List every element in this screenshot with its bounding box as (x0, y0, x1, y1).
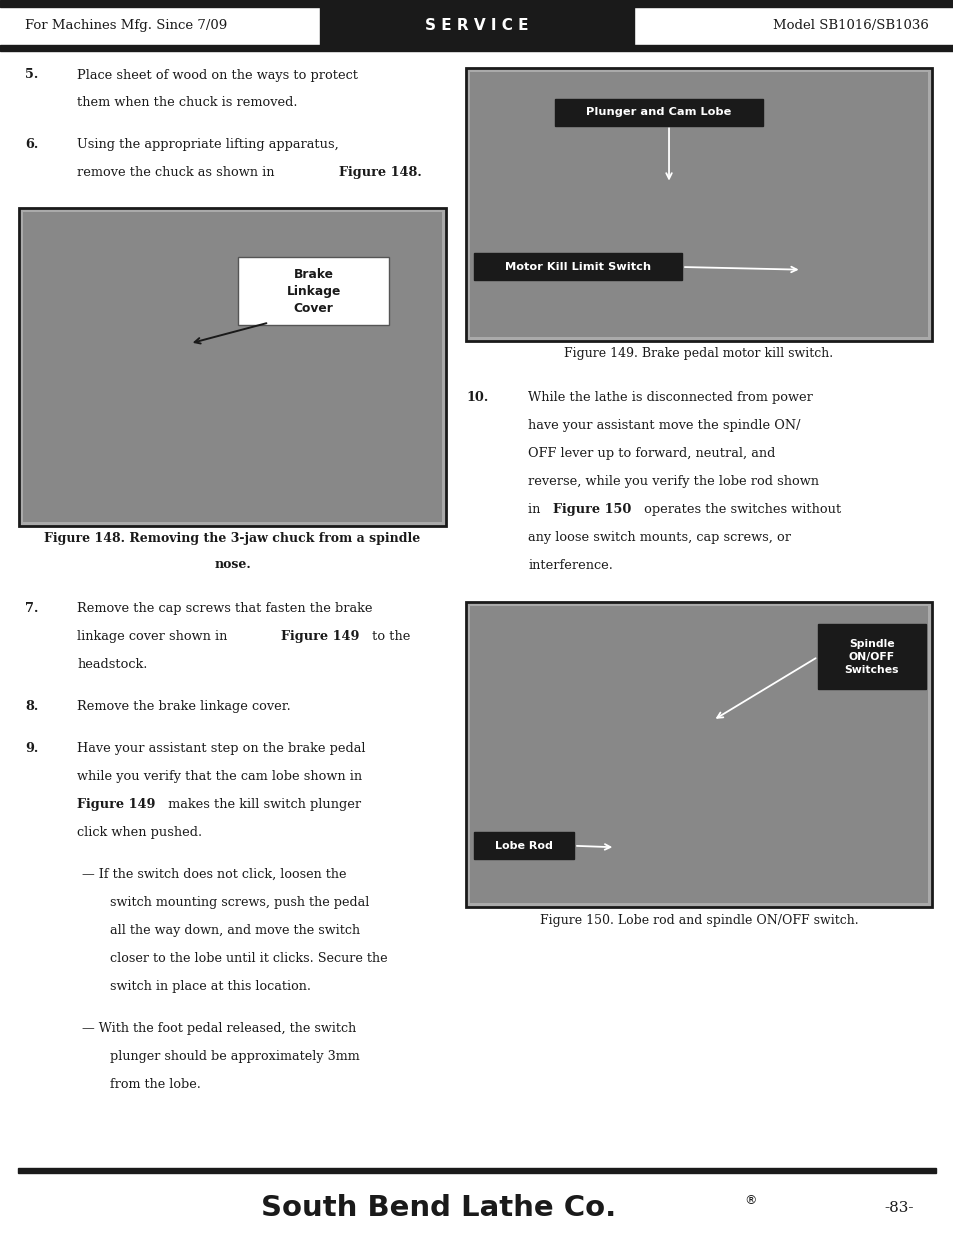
Text: — If the switch does not click, loosen the: — If the switch does not click, loosen t… (82, 868, 346, 881)
Text: Remove the cap screws that fasten the brake: Remove the cap screws that fasten the br… (77, 601, 372, 615)
Text: Place sheet of wood on the ways to protect: Place sheet of wood on the ways to prote… (77, 68, 357, 82)
Text: Figure 148. Removing the 3-jaw chuck from a spindle: Figure 148. Removing the 3-jaw chuck fro… (45, 532, 420, 546)
Bar (23, 212, 441, 522)
Text: Model SB1016/SB1036: Model SB1016/SB1036 (772, 20, 928, 32)
Text: 7.: 7. (25, 601, 38, 615)
Text: Figure 149. Brake pedal motor kill switch.: Figure 149. Brake pedal motor kill switc… (564, 347, 833, 361)
Text: all the way down, and move the switch: all the way down, and move the switch (110, 924, 359, 936)
Text: For Machines Mfg. Since 7/09: For Machines Mfg. Since 7/09 (25, 20, 227, 32)
Text: Have your assistant step on the brake pedal: Have your assistant step on the brake pe… (77, 742, 365, 755)
Text: any loose switch mounts, cap screws, or: any loose switch mounts, cap screws, or (528, 531, 790, 543)
Text: 8.: 8. (25, 700, 38, 713)
Bar (474, 253, 681, 280)
Text: Figure 149: Figure 149 (77, 798, 155, 810)
Text: operates the switches without: operates the switches without (639, 503, 841, 516)
Text: 6.: 6. (25, 138, 38, 152)
Text: Figure 148.: Figure 148. (338, 167, 421, 179)
Bar (0, 7, 953, 44)
FancyBboxPatch shape (238, 258, 389, 326)
Bar (470, 73, 927, 336)
Text: -83-: -83- (883, 1200, 913, 1215)
Text: them when the chuck is removed.: them when the chuck is removed. (77, 96, 297, 110)
Bar (470, 606, 927, 903)
Text: from the lobe.: from the lobe. (110, 1078, 201, 1091)
Text: plunger should be approximately 3mm: plunger should be approximately 3mm (110, 1050, 359, 1062)
Text: 10.: 10. (466, 391, 488, 404)
Text: click when pushed.: click when pushed. (77, 826, 202, 839)
Text: linkage cover shown in: linkage cover shown in (77, 630, 232, 642)
Text: nose.: nose. (214, 558, 251, 572)
Bar (19, 209, 446, 526)
Text: Brake
Linkage
Cover: Brake Linkage Cover (286, 268, 340, 315)
Text: remove the chuck as shown in: remove the chuck as shown in (77, 167, 278, 179)
Text: reverse, while you verify the lobe rod shown: reverse, while you verify the lobe rod s… (528, 475, 819, 488)
Text: while you verify that the cam lobe shown in: while you verify that the cam lobe shown… (77, 769, 362, 783)
Text: interference.: interference. (528, 559, 613, 572)
Text: makes the kill switch plunger: makes the kill switch plunger (164, 798, 361, 810)
Text: S E R V I C E: S E R V I C E (425, 19, 528, 33)
Text: headstock.: headstock. (77, 658, 147, 671)
Text: ®: ® (743, 1194, 756, 1208)
Text: Plunger and Cam Lobe: Plunger and Cam Lobe (585, 107, 731, 117)
Text: Figure 149: Figure 149 (281, 630, 359, 642)
Text: Motor Kill Limit Switch: Motor Kill Limit Switch (504, 262, 651, 272)
Text: Figure 150: Figure 150 (552, 503, 630, 516)
Text: Remove the brake linkage cover.: Remove the brake linkage cover. (77, 700, 291, 713)
Text: Using the appropriate lifting apparatus,: Using the appropriate lifting apparatus, (77, 138, 338, 152)
Text: 9.: 9. (25, 742, 38, 755)
Text: — With the foot pedal released, the switch: — With the foot pedal released, the swit… (82, 1021, 355, 1035)
Bar (817, 625, 925, 689)
Bar (0, 44, 953, 51)
Text: Spindle
ON/OFF
Switches: Spindle ON/OFF Switches (843, 638, 899, 676)
Text: 5.: 5. (25, 68, 38, 82)
Text: switch mounting screws, push the pedal: switch mounting screws, push the pedal (110, 895, 369, 909)
Text: switch in place at this location.: switch in place at this location. (110, 979, 311, 993)
Bar (554, 99, 761, 126)
Text: OFF lever up to forward, neutral, and: OFF lever up to forward, neutral, and (528, 447, 775, 459)
Text: to the: to the (368, 630, 410, 642)
Bar (0, 0, 953, 7)
Text: have your assistant move the spindle ON/: have your assistant move the spindle ON/ (528, 419, 800, 432)
Text: South Bend Lathe Co.: South Bend Lathe Co. (261, 1194, 616, 1221)
Bar (319, 7, 634, 44)
Text: Figure 150. Lobe rod and spindle ON/OFF switch.: Figure 150. Lobe rod and spindle ON/OFF … (539, 914, 858, 927)
Text: in: in (528, 503, 544, 516)
Bar (18, 1168, 935, 1173)
Text: Lobe Rod: Lobe Rod (495, 841, 553, 851)
Bar (466, 68, 931, 341)
Bar (466, 603, 931, 908)
Text: closer to the lobe until it clicks. Secure the: closer to the lobe until it clicks. Secu… (110, 952, 387, 965)
Bar (474, 832, 574, 860)
Text: While the lathe is disconnected from power: While the lathe is disconnected from pow… (528, 391, 812, 404)
